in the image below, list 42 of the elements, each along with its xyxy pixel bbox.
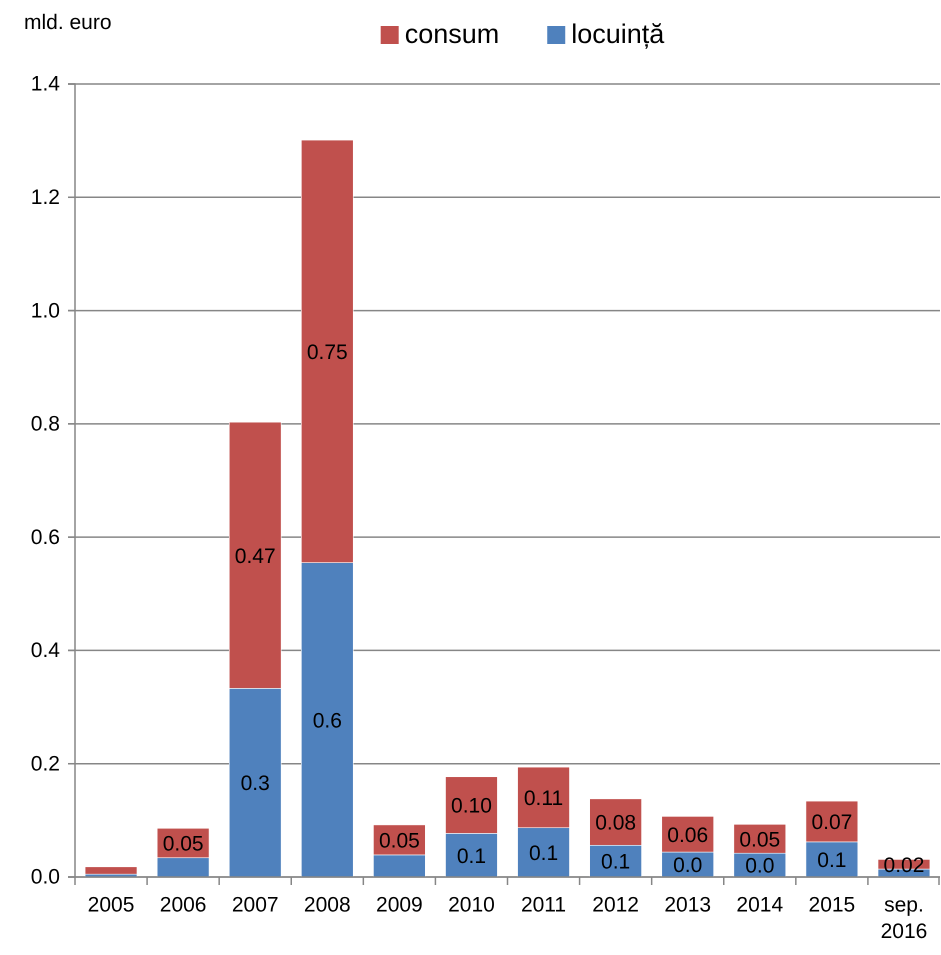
y-tick-label: 1.2: [30, 186, 60, 210]
y-tick-label: 0.8: [30, 412, 60, 436]
y-tick-label: 1.0: [30, 299, 60, 322]
x-tick-label: 2013: [664, 894, 712, 917]
y-tick-label: 0.6: [30, 526, 60, 549]
x-tick-label: 2007: [232, 894, 279, 917]
data-label: 0.11: [524, 786, 564, 810]
data-label: 0.1: [456, 844, 486, 868]
data-label: 0.05: [378, 829, 420, 852]
data-label: 0.3: [240, 772, 270, 796]
data-label: 0.10: [451, 794, 492, 818]
data-label: 0.07: [811, 811, 852, 834]
x-tick-label: 2005: [88, 894, 134, 917]
x-tick-label: 2010: [448, 894, 495, 917]
y-tick-label: 1.4: [30, 72, 60, 96]
bar: [84, 866, 138, 874]
legend-label: locuință: [571, 19, 666, 49]
x-tick-label: 2008: [304, 894, 351, 917]
y-tick-label: 0.0: [30, 866, 60, 889]
data-label: 0.47: [234, 544, 276, 568]
x-tick-label: 2011: [520, 894, 566, 917]
y-tick-label: 0.2: [30, 752, 60, 776]
legend-label: consum: [404, 19, 500, 49]
x-tick-label: 2009: [376, 894, 423, 917]
x-tick-label: 2012: [592, 894, 639, 917]
data-label: 0.0: [745, 854, 774, 878]
data-label: 0.06: [667, 824, 708, 847]
data-label: 0.08: [595, 812, 636, 835]
data-label: 0.75: [306, 340, 348, 364]
x-tick-label: 2015: [808, 894, 856, 917]
y-axis-title: mld. euro: [24, 11, 112, 34]
data-label: 0.1: [528, 842, 558, 865]
data-label: 0.1: [817, 849, 846, 872]
y-tick-label: 0.4: [30, 639, 60, 662]
data-label: 0.05: [739, 828, 780, 852]
data-label: 0.05: [162, 832, 204, 856]
x-tick-label: 2006: [160, 894, 206, 917]
data-label: 0.1: [601, 850, 630, 874]
x-tick-label: sep. 2016: [880, 894, 928, 943]
x-tick-label: 2014: [736, 894, 784, 917]
data-label: 0.0: [673, 854, 702, 878]
data-label: 0.6: [312, 709, 342, 732]
